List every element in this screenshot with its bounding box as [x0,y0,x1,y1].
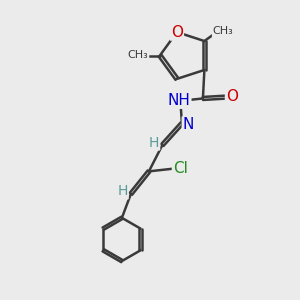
Text: O: O [226,89,238,104]
Text: O: O [171,25,183,40]
Text: CH₃: CH₃ [213,26,233,36]
Text: N: N [183,117,194,132]
Text: H: H [117,184,128,199]
Text: Cl: Cl [173,161,188,176]
Text: H: H [149,136,159,150]
Text: NH: NH [167,93,190,108]
Text: CH₃: CH₃ [128,50,148,61]
